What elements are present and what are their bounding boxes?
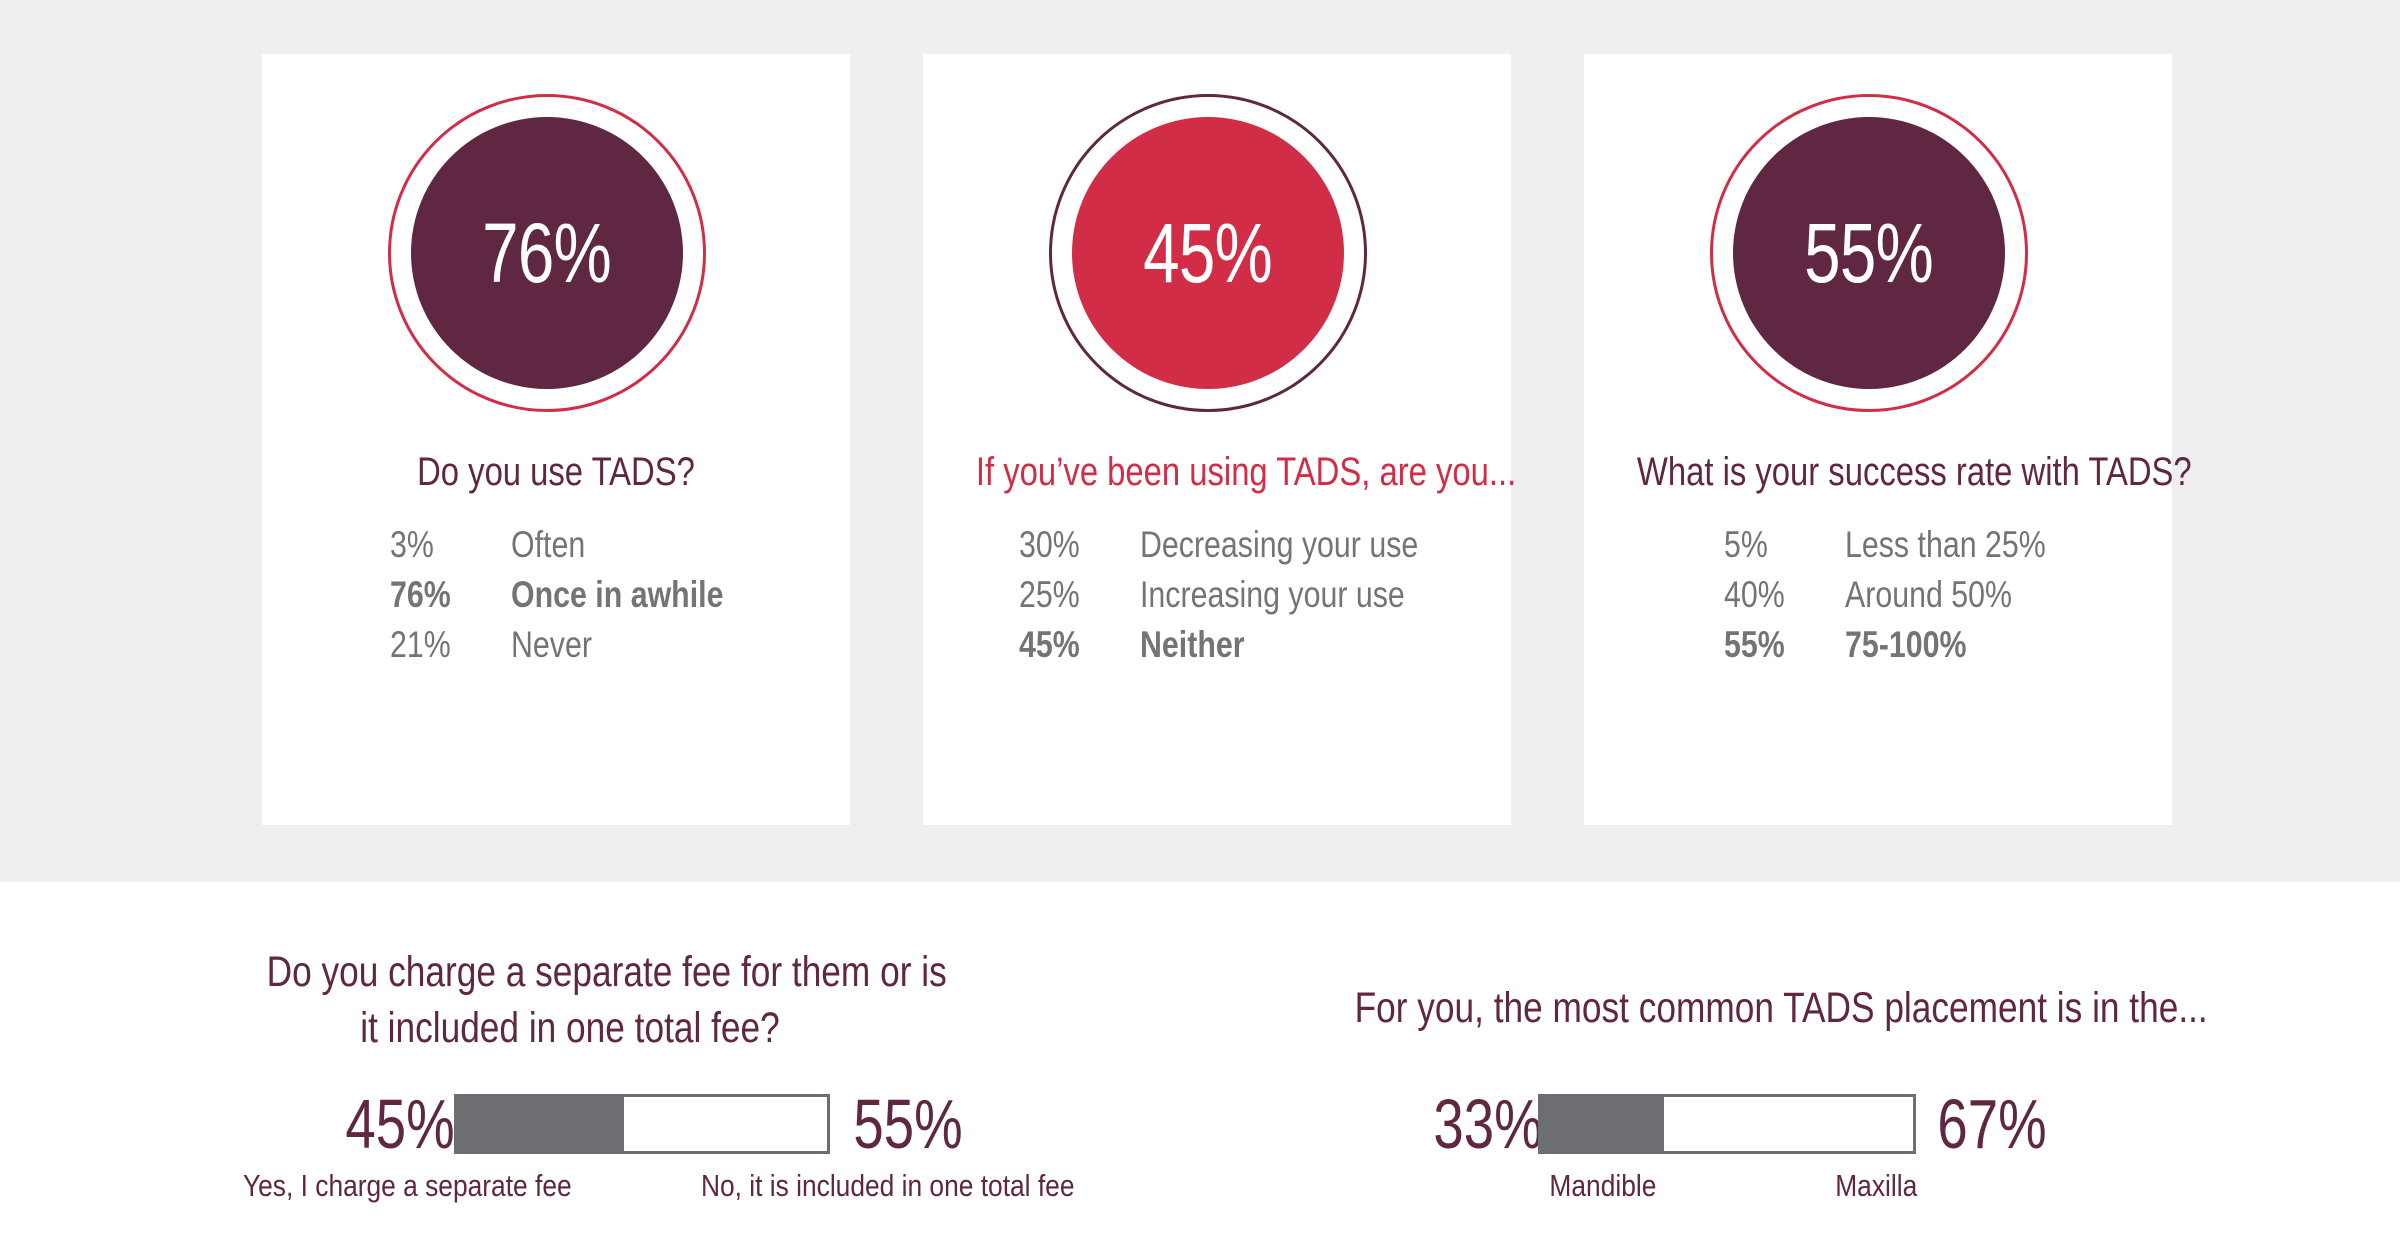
answer-label: Neither bbox=[1140, 624, 1245, 665]
fee-question-line2: it included in one total fee? bbox=[360, 1004, 780, 1052]
placement-question: For you, the most common TADS placement … bbox=[1354, 984, 2208, 1032]
answer-label: Less than 25% bbox=[1845, 524, 2046, 565]
survey-question: Do you use TADS? bbox=[417, 450, 695, 494]
survey-question: What is your success rate with TADS? bbox=[1636, 450, 2192, 494]
highlight-percentage: 76% bbox=[482, 205, 613, 300]
percentage-ring: 45% bbox=[1049, 94, 1367, 412]
answer-percentage: 55% bbox=[1724, 624, 1785, 665]
fee-question: Do you charge a separate fee for them or… bbox=[266, 944, 947, 1056]
answer-label: Decreasing your use bbox=[1140, 524, 1419, 565]
answer-percentage: 21% bbox=[390, 624, 451, 665]
fee-left-caption: Yes, I charge a separate fee bbox=[242, 1168, 572, 1203]
survey-card-tads-trend: 45% If you’ve been using TADS, are you..… bbox=[923, 54, 1517, 825]
fee-bar-fill bbox=[457, 1097, 624, 1151]
answer-percentage: 25% bbox=[1019, 574, 1080, 615]
highlight-percentage: 55% bbox=[1804, 205, 1935, 300]
placement-right-percentage: 67% bbox=[1937, 1085, 2047, 1163]
fee-left-percentage: 45% bbox=[345, 1085, 455, 1163]
placement-left-caption: Mandible bbox=[1549, 1168, 1657, 1203]
placement-right-caption: Maxilla bbox=[1835, 1168, 1918, 1203]
answer-percentage: 40% bbox=[1724, 574, 1785, 615]
highlight-percentage: 45% bbox=[1143, 205, 1274, 300]
answer-label: Often bbox=[511, 524, 586, 565]
answer-label: Around 50% bbox=[1845, 574, 2012, 615]
percentage-disc: 45% bbox=[1072, 117, 1344, 389]
answer-label: 75-100% bbox=[1845, 624, 1967, 665]
answer-percentage: 30% bbox=[1019, 524, 1080, 565]
answer-label: Once in awhile bbox=[511, 574, 724, 615]
answer-percentage: 5% bbox=[1724, 524, 1768, 565]
placement-left-percentage: 33% bbox=[1433, 1085, 1543, 1163]
percentage-disc: 76% bbox=[411, 117, 683, 389]
answer-label: Increasing your use bbox=[1140, 574, 1405, 615]
fee-question-line1: Do you charge a separate fee for them or… bbox=[266, 948, 947, 996]
percentage-ring: 55% bbox=[1710, 94, 2028, 412]
answer-percentage: 3% bbox=[390, 524, 434, 565]
percentage-disc: 55% bbox=[1733, 117, 2005, 389]
fee-right-percentage: 55% bbox=[853, 1085, 963, 1163]
placement-bar-fill bbox=[1541, 1097, 1664, 1151]
placement-split-bar bbox=[1538, 1094, 1916, 1154]
survey-question: If you’ve been using TADS, are you... bbox=[975, 450, 1517, 494]
survey-card-tads-usage: 76% Do you use TADS? 3% Often 76% Once i… bbox=[262, 54, 850, 825]
answer-percentage: 45% bbox=[1019, 624, 1080, 665]
answer-label: Never bbox=[511, 624, 592, 665]
percentage-ring: 76% bbox=[388, 94, 706, 412]
survey-card-tads-success: 55% What is your success rate with TADS?… bbox=[1584, 54, 2192, 825]
fee-split-bar bbox=[454, 1094, 830, 1154]
fee-right-caption: No, it is included in one total fee bbox=[700, 1168, 1075, 1203]
answer-percentage: 76% bbox=[390, 574, 451, 615]
